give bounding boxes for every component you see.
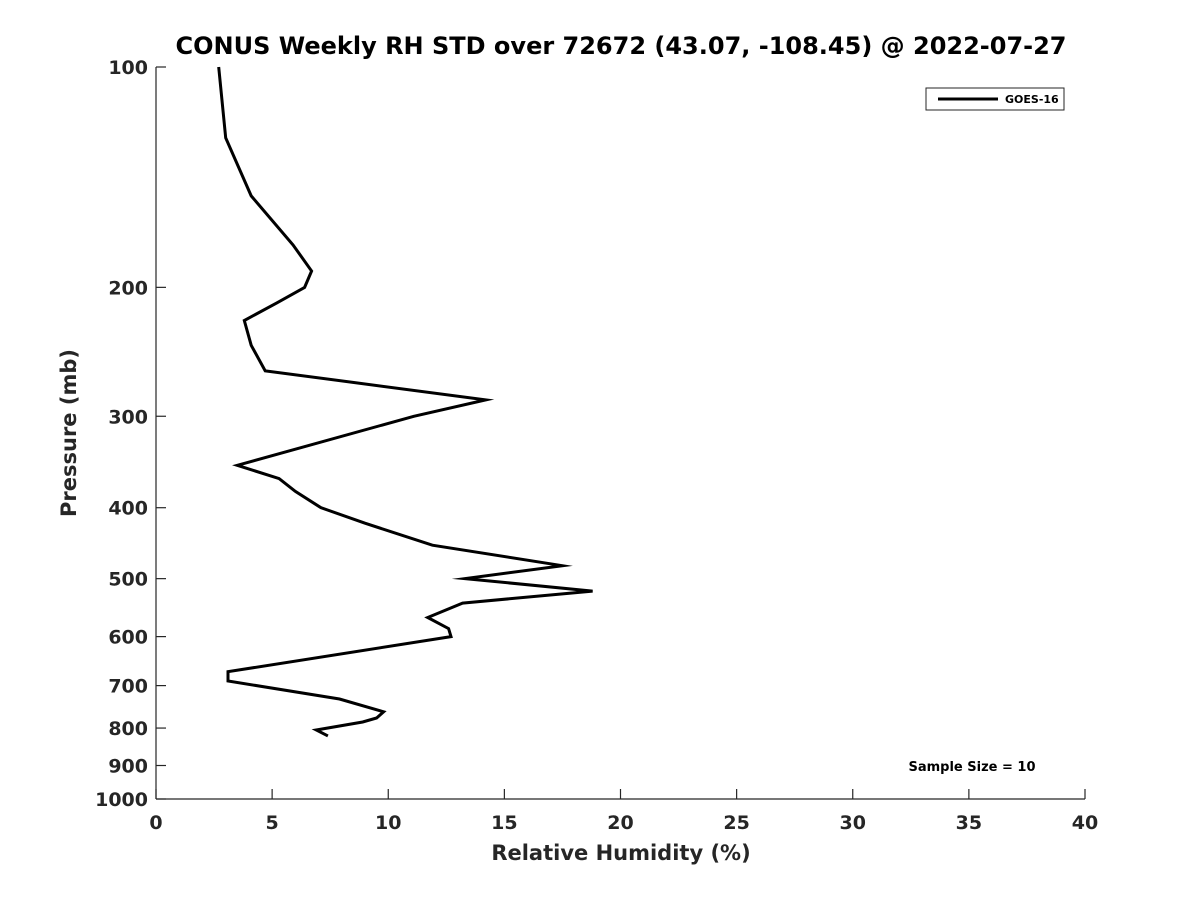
- x-tick-label: 5: [266, 812, 279, 834]
- x-tick-label: 25: [723, 812, 749, 834]
- y-tick-label: 500: [108, 569, 148, 591]
- y-axis-label: Pressure (mb): [57, 349, 81, 517]
- legend: GOES-16: [925, 87, 1065, 111]
- x-tick-label: 20: [607, 812, 633, 834]
- y-tick-label: 800: [108, 718, 148, 740]
- y-tick-label: 1000: [95, 789, 148, 811]
- chart-title: CONUS Weekly RH STD over 72672 (43.07, -…: [175, 32, 1066, 60]
- y-tick-label: 600: [108, 627, 148, 649]
- x-axis-label: Relative Humidity (%): [491, 841, 750, 865]
- x-tick-label: 30: [840, 812, 866, 834]
- sample-size-annotation: Sample Size = 10: [908, 760, 1035, 775]
- y-tick-label: 300: [108, 406, 148, 428]
- y-tick-label: 700: [108, 676, 148, 698]
- y-tick-label: 900: [108, 756, 148, 778]
- x-tick-label: 40: [1072, 812, 1098, 834]
- series-line-goes16: [217, 66, 593, 738]
- x-ticks: 0 5 10 15 20 25 30 35 40: [149, 789, 1098, 834]
- y-tick-label: 400: [108, 498, 148, 520]
- y-tick-label: 200: [108, 277, 148, 299]
- y-ticks: 100 200 300 400 500 600 700 800 900 1000: [95, 57, 166, 811]
- x-tick-label: 35: [956, 812, 982, 834]
- x-tick-label: 10: [375, 812, 401, 834]
- y-tick-label: 100: [108, 57, 148, 79]
- x-tick-label: 0: [149, 812, 162, 834]
- legend-label-goes16: GOES-16: [1005, 93, 1059, 106]
- plot-area: [156, 67, 1085, 799]
- x-tick-label: 15: [491, 812, 517, 834]
